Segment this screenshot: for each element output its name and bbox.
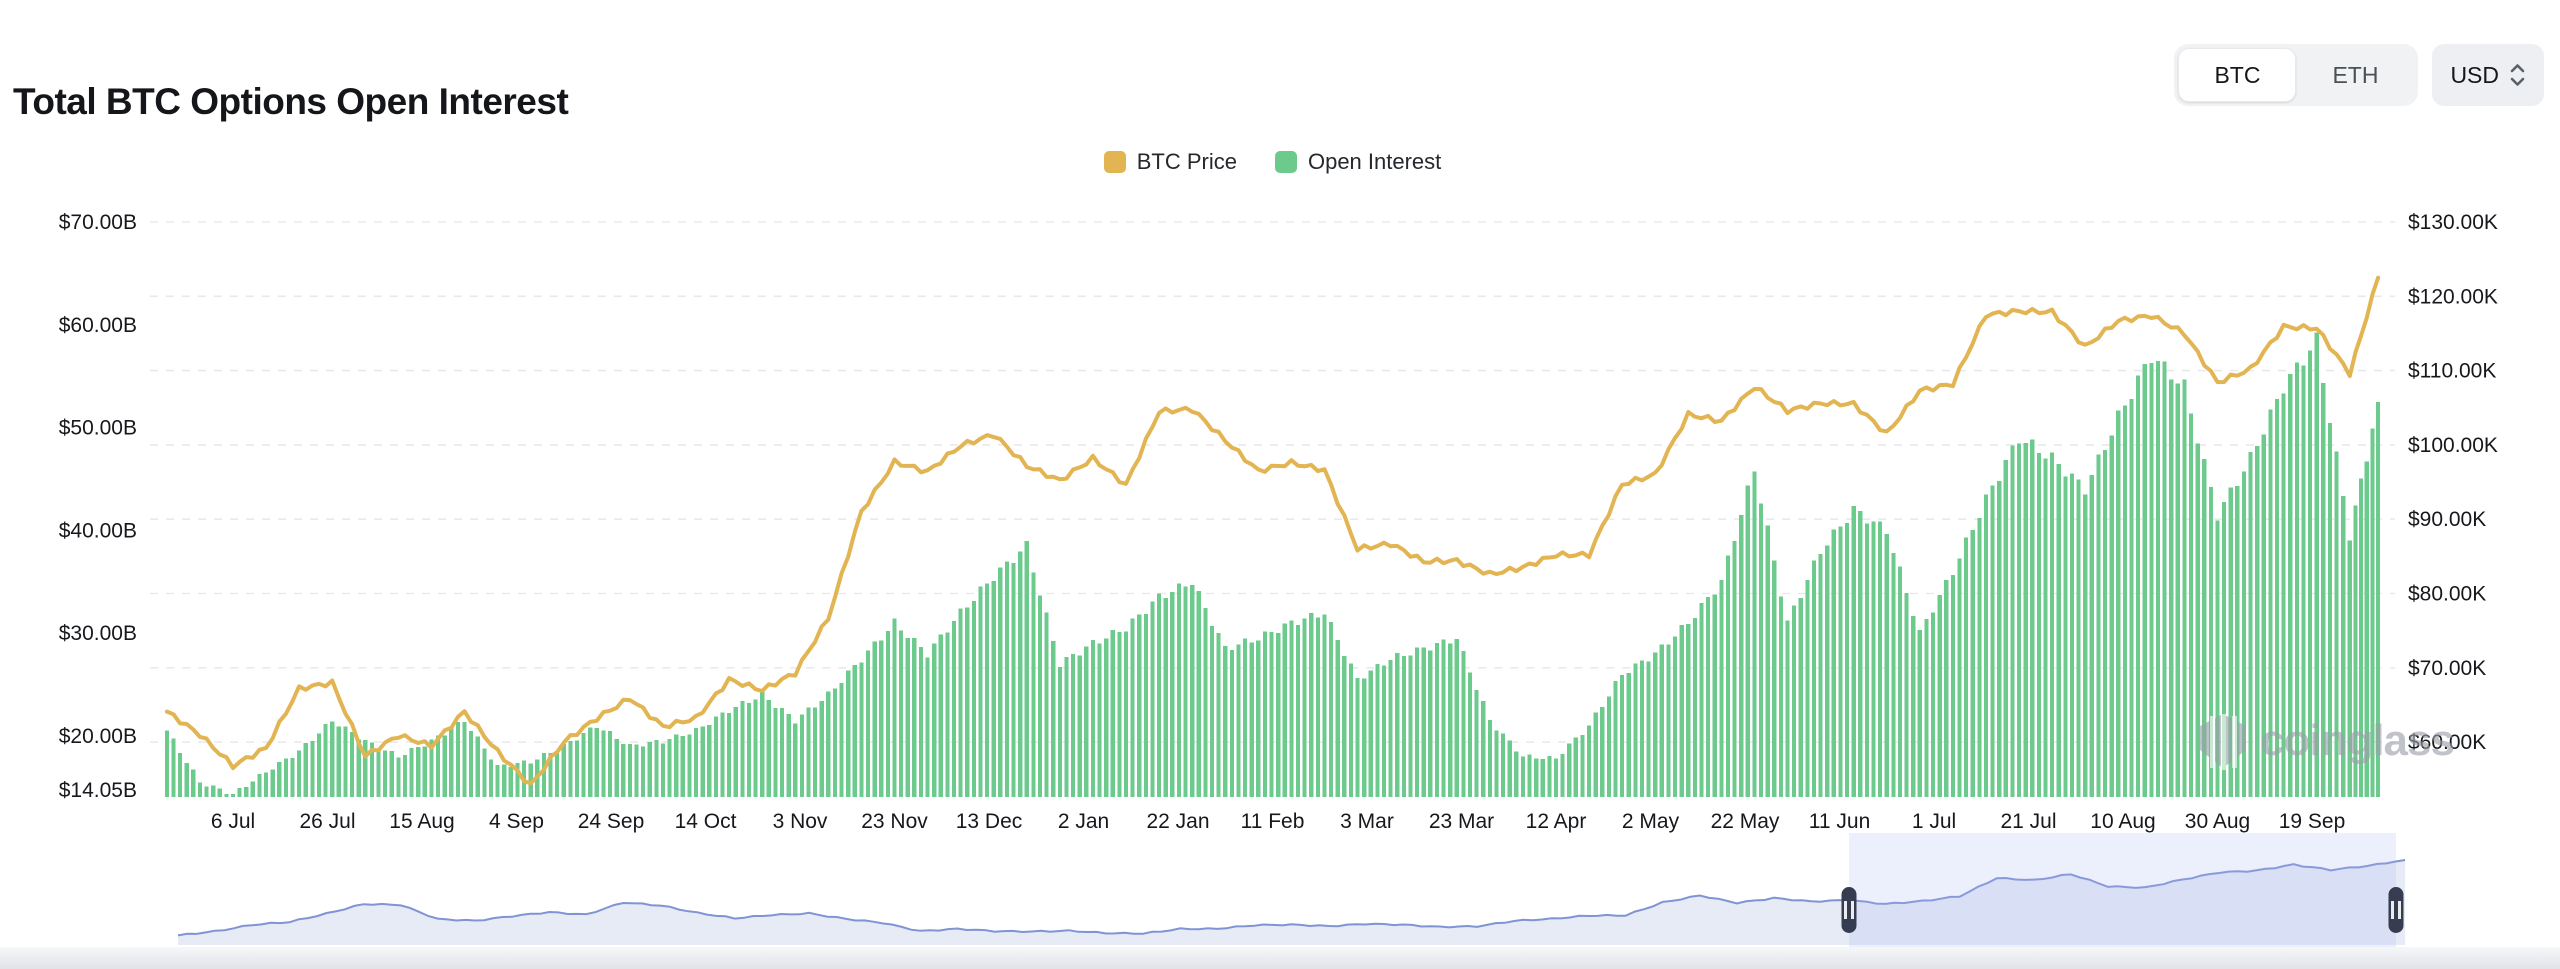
svg-text:$120.00K: $120.00K <box>2408 285 2498 308</box>
coin-toggle: BTC ETH <box>2174 44 2419 106</box>
svg-text:$20.00B: $20.00B <box>59 725 137 748</box>
btc-price-line <box>164 275 2381 786</box>
plot-hover-area[interactable] <box>150 160 2395 797</box>
brush-handle-left[interactable] <box>1841 887 1857 933</box>
svg-text:10 Aug: 10 Aug <box>2090 810 2155 833</box>
svg-text:3 Mar: 3 Mar <box>1340 810 1394 833</box>
svg-text:2 Jan: 2 Jan <box>1058 810 1109 833</box>
svg-text:12 Apr: 12 Apr <box>1526 810 1587 833</box>
left-axis-labels: $70.00B $60.00B $50.00B $40.00B $30.00B $20.0… <box>59 211 137 802</box>
svg-text:22 Jan: 22 Jan <box>1146 810 1209 833</box>
legend-item-btc-price[interactable]: BTC Price <box>1103 149 1237 175</box>
svg-text:22 May: 22 May <box>1711 810 1780 833</box>
svg-text:$40.00B: $40.00B <box>59 519 137 542</box>
coin-toggle-eth[interactable]: ETH <box>2296 48 2414 102</box>
svg-text:4 Sep: 4 Sep <box>489 810 544 833</box>
svg-text:21 Jul: 21 Jul <box>2000 810 2056 833</box>
svg-text:$14.05B: $14.05B <box>59 779 137 802</box>
svg-text:6 Jul: 6 Jul <box>211 810 255 833</box>
legend-label-open-interest: Open Interest <box>1307 149 1442 174</box>
svg-text:$30.00B: $30.00B <box>59 622 137 645</box>
svg-text:26 Jul: 26 Jul <box>299 810 355 833</box>
svg-text:11 Jun: 11 Jun <box>1809 810 1871 833</box>
currency-select[interactable]: USD <box>2432 44 2544 106</box>
svg-text:$90.00K: $90.00K <box>2408 508 2486 531</box>
page-title: Total BTC Options Open Interest <box>13 80 569 122</box>
svg-text:$100.00K: $100.00K <box>2408 434 2498 457</box>
svg-text:$130.00K: $130.00K <box>2408 211 2498 234</box>
legend-label-btc-price: BTC Price <box>1136 149 1237 174</box>
svg-text:30 Aug: 30 Aug <box>2185 810 2250 833</box>
svg-text:1 Jul: 1 Jul <box>1912 810 1956 833</box>
svg-text:$80.00K: $80.00K <box>2408 583 2486 606</box>
svg-text:$70.00K: $70.00K <box>2408 657 2486 680</box>
right-axis-labels: $130.00K $120.00K $110.00K $100.00K $90.00K $… <box>2408 211 2498 754</box>
btc-price-swatch <box>1103 151 1126 173</box>
svg-text:24 Sep: 24 Sep <box>578 810 645 833</box>
svg-text:3 Nov: 3 Nov <box>773 810 828 833</box>
chart-controls: BTC ETH USD <box>2174 44 2544 106</box>
chart-legend: BTC Price Open Interest <box>150 149 2395 175</box>
page-bottom-edge <box>0 947 2560 969</box>
brush-handle-right[interactable] <box>2388 887 2404 933</box>
open-interest-bars <box>164 332 2381 797</box>
navigator <box>177 833 2406 947</box>
navigator-price-line <box>177 859 2406 937</box>
sort-chevrons-icon <box>2510 64 2525 86</box>
brush-window[interactable] <box>1849 833 2396 947</box>
open-interest-swatch <box>1274 151 1297 173</box>
svg-text:11 Feb: 11 Feb <box>1241 810 1305 833</box>
svg-text:$50.00B: $50.00B <box>59 417 137 440</box>
svg-text:$70.00B: $70.00B <box>59 211 137 234</box>
coin-toggle-btc[interactable]: BTC <box>2178 48 2297 102</box>
svg-text:15 Aug: 15 Aug <box>389 810 454 833</box>
svg-text:23 Nov: 23 Nov <box>861 810 928 833</box>
svg-text:$60.00B: $60.00B <box>59 314 137 337</box>
x-axis-labels: 6 Jul 26 Jul 15 Aug 4 Sep 24 Sep 14 Oct 3 Nov 2… <box>211 810 2345 833</box>
svg-text:23 Mar: 23 Mar <box>1429 810 1494 833</box>
svg-text:13 Dec: 13 Dec <box>956 810 1023 833</box>
legend-item-open-interest[interactable]: Open Interest <box>1274 149 1442 175</box>
svg-text:19 Sep: 19 Sep <box>2279 810 2346 833</box>
currency-select-value: USD <box>2450 61 2499 88</box>
svg-text:2 May: 2 May <box>1622 810 1680 833</box>
svg-text:14 Oct: 14 Oct <box>675 810 737 833</box>
svg-text:$110.00K: $110.00K <box>2408 360 2496 383</box>
svg-text:$60.00K: $60.00K <box>2408 731 2486 754</box>
